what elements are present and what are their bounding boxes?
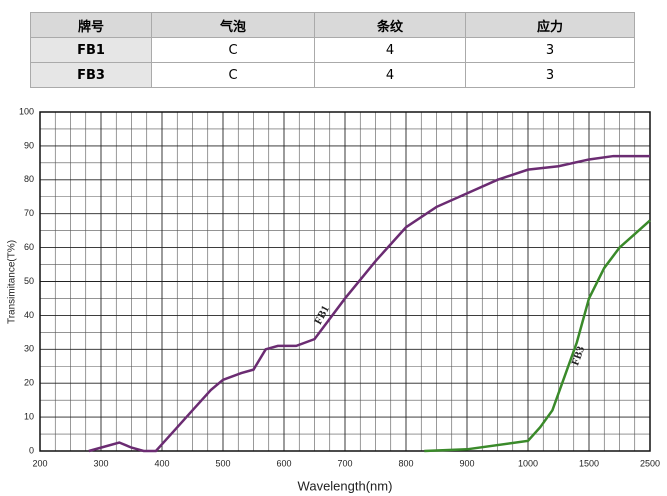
y-axis-label: Transimitance(T%) bbox=[7, 240, 18, 324]
header-cell: 牌号 bbox=[30, 12, 152, 38]
y-tick-label: 60 bbox=[24, 242, 34, 252]
x-tick-label: 1500 bbox=[579, 458, 599, 468]
y-tick-label: 70 bbox=[24, 208, 34, 218]
cell: 3 bbox=[465, 37, 635, 63]
y-tick-label: 80 bbox=[24, 174, 34, 184]
y-tick-label: 20 bbox=[24, 378, 34, 388]
x-tick-label: 500 bbox=[215, 458, 230, 468]
plot-frame bbox=[39, 111, 651, 452]
x-tick-label: 2500 bbox=[640, 458, 660, 468]
x-tick-label: 800 bbox=[398, 458, 413, 468]
cell: FB3 bbox=[30, 62, 152, 88]
y-tick-label: 40 bbox=[24, 310, 34, 320]
y-tick-label: 30 bbox=[24, 344, 34, 354]
x-tick-label: 900 bbox=[459, 458, 474, 468]
series-label: FB3 bbox=[569, 344, 587, 367]
x-tick-label: 700 bbox=[337, 458, 352, 468]
y-tick-label: 100 bbox=[19, 106, 34, 116]
y-tick-label: 90 bbox=[24, 140, 34, 150]
x-tick-label: 300 bbox=[93, 458, 108, 468]
cell: FB1 bbox=[30, 37, 152, 63]
x-tick-label: 400 bbox=[154, 458, 169, 468]
x-tick-label: 200 bbox=[32, 458, 47, 468]
header-cell: 应力 bbox=[465, 12, 635, 38]
series-line bbox=[88, 154, 650, 453]
y-tick-label: 0 bbox=[29, 445, 34, 455]
cell: 3 bbox=[465, 62, 635, 88]
spec-table: 牌号 气泡 条纹 应力 FB1 C 4 3 FB3 C 4 3 bbox=[30, 12, 635, 88]
series-line bbox=[424, 219, 651, 453]
row: FB3 C 4 3 bbox=[30, 62, 635, 88]
y-tick-label: 10 bbox=[24, 411, 34, 421]
x-axis-label: Wavelength(nm) bbox=[298, 478, 393, 493]
cell: C bbox=[151, 62, 315, 88]
x-tick-label: 600 bbox=[276, 458, 291, 468]
header-row: 牌号 气泡 条纹 应力 bbox=[30, 12, 635, 38]
cell: 4 bbox=[314, 62, 466, 88]
y-tick-label: 50 bbox=[24, 276, 34, 286]
x-tick-label: 1000 bbox=[518, 458, 538, 468]
